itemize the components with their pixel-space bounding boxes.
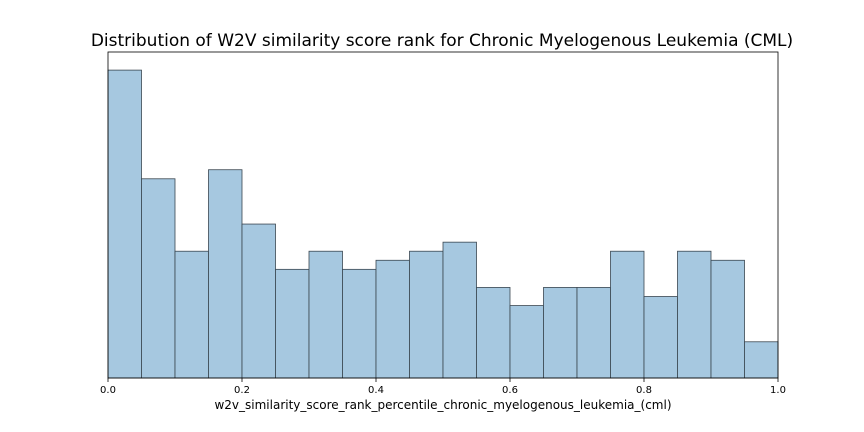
histogram-bar-6 (308, 250, 343, 379)
histogram-bar-2 (174, 250, 209, 379)
histogram-bar-16 (643, 296, 678, 379)
x-axis-label: w2v_similarity_score_rank_percentile_chr… (214, 398, 671, 412)
x-tick-label-5: 1.0 (770, 385, 786, 396)
x-axis-ticks: 0.0 0.2 0.4 0.6 0.8 1.0 (100, 378, 786, 396)
histogram-bar-3 (208, 169, 243, 379)
x-tick-label-2: 0.4 (368, 385, 384, 396)
histogram-bar-9 (409, 250, 444, 379)
histogram-bar-12 (509, 305, 544, 379)
histogram-bar-18 (710, 259, 745, 379)
x-tick-label-1: 0.2 (234, 385, 250, 396)
x-tick-label-3: 0.6 (502, 385, 518, 396)
histogram-bar-5 (275, 268, 310, 379)
histogram-bar-13 (543, 287, 578, 379)
histogram-bar-0 (107, 69, 142, 379)
histogram-bar-8 (375, 259, 410, 379)
x-tick-label-4: 0.8 (636, 385, 652, 396)
histogram-bar-7 (342, 268, 377, 379)
histogram-bar-15 (610, 250, 645, 379)
histogram-bar-11 (476, 287, 511, 379)
histogram-bar-17 (677, 250, 712, 379)
histogram-bar-14 (576, 287, 611, 379)
histogram-bar-10 (442, 241, 477, 379)
histogram-bar-19 (744, 341, 779, 379)
histogram-bar-1 (141, 178, 176, 379)
bars-group (107, 69, 779, 379)
chart-title: Distribution of W2V similarity score ran… (91, 31, 793, 51)
plot-frame (107, 51, 779, 379)
x-tick-label-0: 0.0 (100, 385, 116, 396)
histogram-bar-4 (241, 223, 276, 379)
